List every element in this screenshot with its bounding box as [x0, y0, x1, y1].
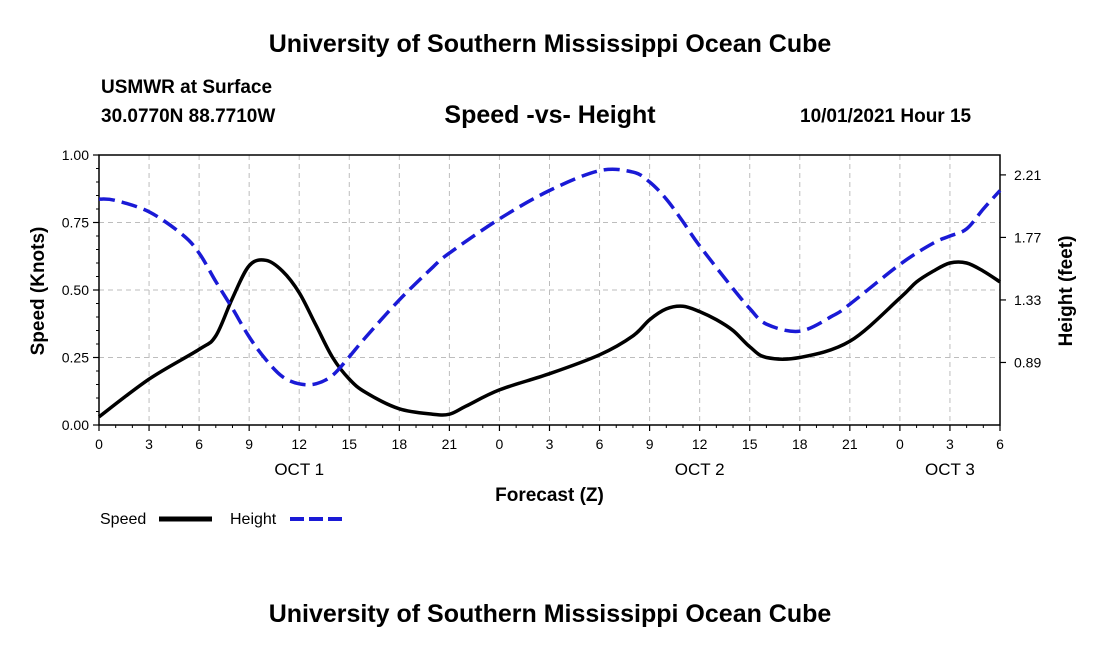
x-tick-label: 21	[842, 436, 858, 452]
date-label: OCT 1	[274, 460, 324, 479]
y2-tick-label: 0.89	[1014, 354, 1041, 370]
x-tick-label: 0	[496, 436, 504, 452]
y-tick-label: 0.75	[62, 215, 89, 231]
x-tick-label: 6	[996, 436, 1004, 452]
x-tick-label: 15	[742, 436, 758, 452]
x-axis-title: Forecast (Z)	[495, 485, 604, 506]
y-tick-label: 1.00	[62, 147, 89, 163]
y-tick-label: 0.25	[62, 350, 89, 366]
x-tick-label: 3	[946, 436, 954, 452]
x-tick-label: 15	[341, 436, 357, 452]
x-tick-label: 21	[442, 436, 458, 452]
x-tick-label: 9	[245, 436, 253, 452]
y-tick-label: 0.50	[62, 282, 89, 298]
legend: Speed Height	[100, 511, 343, 528]
y2-tick-label: 2.21	[1014, 167, 1041, 183]
y-tick-label: 0.00	[62, 417, 89, 433]
axis-layer	[93, 154, 1006, 431]
forecast-timestamp: 10/01/2021 Hour 15	[800, 106, 972, 127]
series-line-height	[98, 167, 1002, 387]
y2-tick-label: 1.77	[1014, 229, 1041, 245]
x-tick-label: 18	[392, 436, 408, 452]
chart-title-top: University of Southern Mississippi Ocean…	[268, 30, 832, 58]
x-tick-label: 6	[195, 436, 203, 452]
series-line-speed	[97, 258, 1001, 419]
date-label: OCT 3	[925, 460, 975, 479]
legend-label-speed: Speed	[100, 511, 146, 528]
label-layer: 0.00 0.25 0.50 0.75 1.00 0.89 1.33 1.77 2.21 0 3 6 9…	[28, 147, 1077, 506]
legend-label-height: Height	[230, 511, 277, 528]
y-axis-title: Speed (Knots)	[28, 227, 49, 356]
chart-title-bottom: University of Southern Mississippi Ocean…	[268, 600, 832, 628]
y2-tick-label: 1.33	[1014, 292, 1041, 308]
x-tick-label: 3	[145, 436, 153, 452]
x-tick-label: 18	[792, 436, 808, 452]
series-layer	[97, 167, 1002, 419]
x-tick-label: 3	[546, 436, 554, 452]
station-coordinates: 30.0770N 88.7710W	[101, 106, 276, 127]
date-label: OCT 2	[675, 460, 725, 479]
chart-subtitle: Speed -vs- Height	[444, 101, 656, 129]
station-name: USMWR at Surface	[101, 77, 273, 98]
x-tick-label: 0	[95, 436, 103, 452]
x-tick-label: 6	[596, 436, 604, 452]
x-tick-label: 9	[646, 436, 654, 452]
x-tick-label: 12	[291, 436, 307, 452]
x-tick-label: 0	[896, 436, 904, 452]
y2-axis-title: Height (feet)	[1056, 236, 1077, 347]
x-tick-label: 12	[692, 436, 708, 452]
